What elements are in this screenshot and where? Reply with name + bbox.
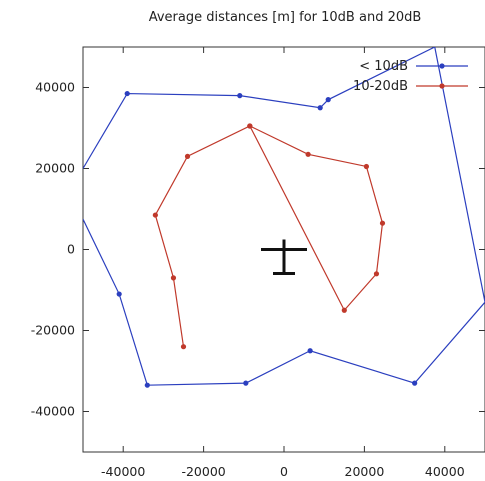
series-point-0 bbox=[307, 348, 313, 354]
x-tick-label: 0 bbox=[280, 464, 288, 479]
series-point-1 bbox=[373, 271, 380, 277]
legend-label-1: 10-20dB bbox=[353, 79, 408, 94]
legend-swatch-point-1 bbox=[439, 83, 445, 89]
series-line-1 bbox=[154, 125, 384, 347]
x-tick-label: 20000 bbox=[345, 464, 385, 479]
legend: < 10dB 10-20dB bbox=[353, 59, 468, 94]
series-point-0 bbox=[124, 90, 130, 97]
y-tick-label: 20000 bbox=[35, 161, 75, 176]
series-point-0 bbox=[317, 105, 323, 111]
series-point-1 bbox=[180, 344, 187, 350]
series-point-1 bbox=[170, 275, 177, 281]
series-line-0 bbox=[83, 47, 485, 386]
series-point-0 bbox=[412, 380, 418, 386]
chart-title: Average distances [m] for 10dB and 20dB bbox=[149, 10, 422, 25]
series-point-1 bbox=[363, 163, 370, 170]
series-point-0 bbox=[243, 380, 249, 386]
legend-swatch-point-0 bbox=[439, 63, 445, 69]
y-tick-label: -40000 bbox=[31, 404, 75, 419]
series-point-1 bbox=[247, 123, 253, 129]
series-point-1 bbox=[341, 307, 347, 313]
axis-ticks: -40000 -20000 0 20000 40000 40000 20000 0 -20000… bbox=[31, 47, 485, 479]
series-point-1 bbox=[379, 220, 386, 226]
series-point-1 bbox=[184, 153, 191, 159]
series-point-1 bbox=[305, 151, 311, 157]
series-point-0 bbox=[325, 97, 331, 103]
y-tick-label: 40000 bbox=[35, 80, 75, 95]
legend-label-0: < 10dB bbox=[359, 59, 408, 74]
series-point-0 bbox=[116, 291, 122, 297]
origin-marker bbox=[261, 239, 307, 275]
series-point-0 bbox=[144, 382, 150, 388]
x-tick-label: -20000 bbox=[181, 464, 225, 479]
x-tick-label: 40000 bbox=[425, 464, 465, 479]
series-layer bbox=[83, 47, 485, 388]
series-point-1 bbox=[152, 212, 158, 218]
x-tick-label: -40000 bbox=[101, 464, 145, 479]
y-tick-label: -20000 bbox=[31, 323, 75, 338]
series-point-0 bbox=[237, 93, 243, 99]
y-tick-label: 0 bbox=[67, 242, 75, 257]
